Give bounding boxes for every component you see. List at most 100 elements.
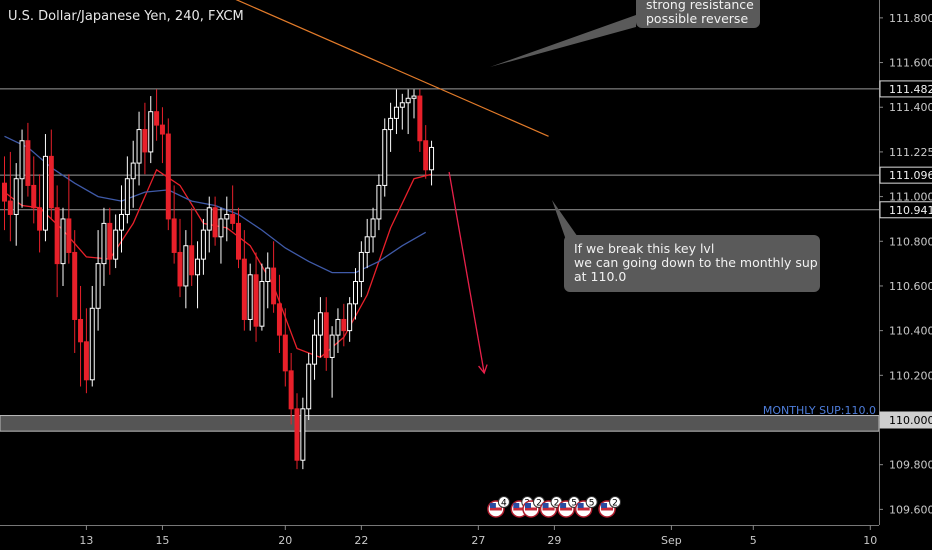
price-level-badge[interactable] xyxy=(879,201,932,219)
candle[interactable] xyxy=(206,196,212,253)
candle[interactable] xyxy=(66,174,72,264)
candle[interactable] xyxy=(347,297,353,342)
projection-arrow-shaft[interactable] xyxy=(448,171,485,374)
candle[interactable] xyxy=(370,207,376,253)
candle[interactable] xyxy=(130,140,136,208)
candle[interactable] xyxy=(31,156,37,224)
candle[interactable] xyxy=(393,89,399,135)
candle[interactable] xyxy=(312,319,318,380)
candle[interactable] xyxy=(165,118,171,231)
candle[interactable] xyxy=(95,230,101,331)
candle[interactable] xyxy=(7,151,13,242)
resistance-trendline[interactable] xyxy=(227,0,549,137)
candle[interactable] xyxy=(265,252,271,309)
candle[interactable] xyxy=(177,218,183,298)
candle[interactable] xyxy=(78,285,84,387)
candle[interactable] xyxy=(13,163,19,246)
drawings-layer[interactable] xyxy=(227,0,636,375)
economic-event-marker[interactable]: 2 xyxy=(598,496,622,518)
candle[interactable] xyxy=(353,268,358,320)
candle[interactable] xyxy=(317,297,323,358)
break-note-line-2: we can going down to the monthly sup xyxy=(574,255,818,270)
candle[interactable] xyxy=(276,274,282,353)
candle[interactable] xyxy=(200,218,206,275)
candle-body xyxy=(405,97,411,104)
candle[interactable] xyxy=(300,397,306,470)
candle[interactable] xyxy=(376,174,382,231)
candle[interactable] xyxy=(411,89,417,119)
price-level-badge[interactable] xyxy=(879,80,932,98)
event-count-badge xyxy=(609,496,622,508)
candle[interactable] xyxy=(236,207,241,269)
candle[interactable] xyxy=(253,252,259,342)
price-level-badge[interactable] xyxy=(879,411,932,429)
candle[interactable] xyxy=(241,230,247,331)
candle[interactable] xyxy=(54,185,60,298)
candle[interactable] xyxy=(259,263,265,331)
candle[interactable] xyxy=(282,308,288,387)
candle[interactable] xyxy=(417,89,423,152)
economic-event-marker[interactable]: 4 xyxy=(487,496,510,518)
candle[interactable] xyxy=(329,326,335,398)
candle[interactable] xyxy=(142,102,148,175)
candle[interactable] xyxy=(230,185,236,231)
candle[interactable] xyxy=(72,230,78,353)
candle[interactable] xyxy=(19,129,25,208)
candles-layer[interactable] xyxy=(2,89,435,470)
candle[interactable] xyxy=(25,122,31,197)
candle[interactable] xyxy=(171,185,177,264)
support-zone-layer xyxy=(0,415,880,432)
candle[interactable] xyxy=(159,107,165,164)
event-markers-layer[interactable]: 4222552 xyxy=(487,496,622,518)
price-level-badge[interactable] xyxy=(879,166,932,184)
candle[interactable] xyxy=(405,89,411,135)
price-tick-label: 110.400 xyxy=(889,325,932,338)
candle[interactable] xyxy=(218,207,224,264)
candle[interactable] xyxy=(341,303,347,347)
candle[interactable] xyxy=(358,241,364,298)
candle[interactable] xyxy=(119,185,124,253)
candle[interactable] xyxy=(189,207,195,286)
candle[interactable] xyxy=(364,218,370,269)
candle[interactable] xyxy=(247,263,253,331)
candle[interactable] xyxy=(399,93,405,130)
candle[interactable] xyxy=(107,207,113,275)
break-note[interactable]: If we break this key lvl we can going do… xyxy=(564,235,820,292)
economic-event-marker[interactable]: 2 xyxy=(522,496,545,518)
candle[interactable] xyxy=(323,297,329,371)
candle[interactable] xyxy=(388,102,394,152)
candle[interactable] xyxy=(136,111,142,186)
resistance-note[interactable]: strong resistance possible reverse xyxy=(636,0,760,28)
candle[interactable] xyxy=(60,207,66,286)
candle[interactable] xyxy=(101,207,107,286)
candle[interactable] xyxy=(89,285,95,387)
candle[interactable] xyxy=(271,241,277,313)
candle[interactable] xyxy=(124,156,130,224)
candle[interactable] xyxy=(37,174,43,253)
candle[interactable] xyxy=(212,196,218,246)
candle-body xyxy=(95,263,101,309)
candle[interactable] xyxy=(195,241,201,309)
candle[interactable] xyxy=(288,352,294,425)
candle[interactable] xyxy=(154,89,160,141)
candle-body xyxy=(329,334,335,358)
candle[interactable] xyxy=(306,352,312,420)
candle[interactable] xyxy=(148,96,154,164)
economic-event-marker[interactable]: 2 xyxy=(539,496,563,518)
flag-canton xyxy=(513,503,520,508)
candle[interactable] xyxy=(113,214,119,269)
candle[interactable] xyxy=(2,156,7,231)
economic-event-marker[interactable]: 5 xyxy=(574,496,598,518)
candle[interactable] xyxy=(423,125,429,179)
candle[interactable] xyxy=(42,134,48,242)
candle-body xyxy=(189,245,195,276)
candle[interactable] xyxy=(48,129,54,219)
candle[interactable] xyxy=(335,308,341,353)
candle[interactable] xyxy=(294,393,300,470)
candle[interactable] xyxy=(429,140,435,186)
candle[interactable] xyxy=(83,308,89,394)
candle[interactable] xyxy=(224,196,230,242)
candle[interactable] xyxy=(382,118,388,197)
candle[interactable] xyxy=(183,230,189,309)
